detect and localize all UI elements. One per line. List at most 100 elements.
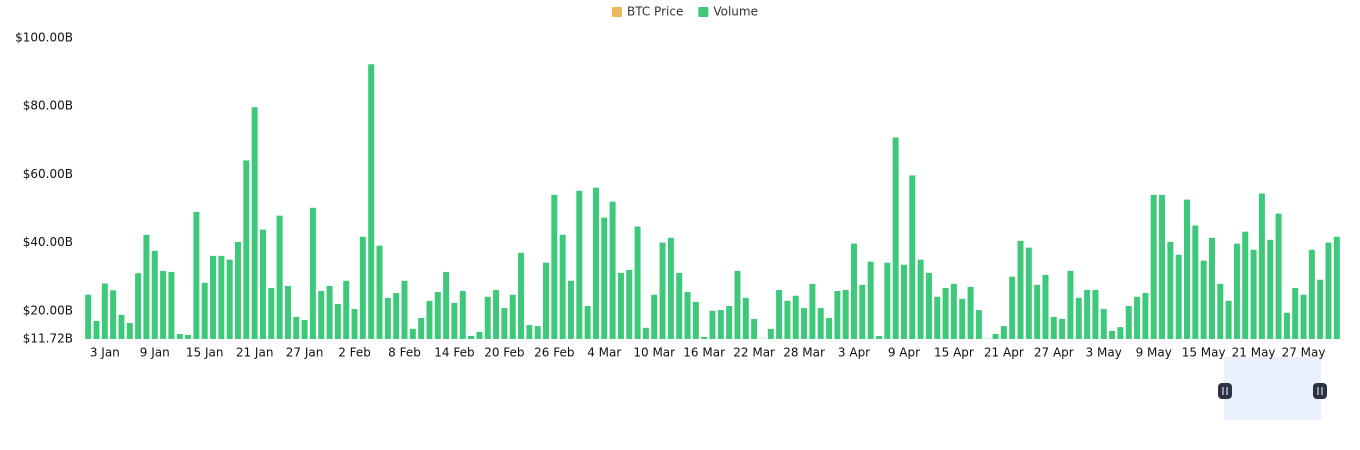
bar: [767, 328, 774, 339]
x-tick-label: 3 May: [1086, 346, 1122, 360]
bar: [801, 308, 808, 339]
bar: [917, 259, 924, 339]
x-tick-label: 3 Jan: [90, 346, 120, 360]
bar: [135, 273, 142, 339]
bar: [1200, 260, 1207, 339]
x-tick-label: 4 Mar: [587, 346, 621, 360]
legend-swatch[interactable]: [612, 7, 622, 17]
bar: [318, 290, 325, 339]
bar: [218, 255, 225, 339]
bar: [376, 245, 383, 339]
bar: [501, 308, 508, 339]
bar: [601, 217, 608, 339]
x-tick-label: 20 Feb: [484, 346, 524, 360]
bar: [792, 295, 799, 339]
x-tick-label: 15 Jan: [186, 346, 224, 360]
bar: [509, 294, 516, 339]
bar: [1075, 297, 1082, 339]
bar: [1109, 330, 1116, 339]
bar: [1233, 243, 1240, 339]
bar: [168, 271, 175, 339]
bar: [526, 325, 533, 339]
bar: [875, 335, 882, 339]
bar: [160, 270, 167, 339]
legend-label[interactable]: BTC Price: [627, 5, 683, 19]
bar: [717, 310, 724, 339]
bar: [551, 194, 558, 339]
bar: [1117, 327, 1124, 339]
bar: [709, 310, 716, 339]
bar: [343, 280, 350, 339]
bar: [1250, 249, 1257, 339]
legend-swatch[interactable]: [698, 7, 709, 17]
bar: [118, 314, 125, 339]
bar: [1009, 276, 1016, 339]
bar: [368, 64, 375, 339]
x-tick-label: 21 Jan: [236, 346, 274, 360]
x-tick-label: 8 Feb: [388, 346, 421, 360]
bar: [93, 320, 100, 339]
bar: [1084, 289, 1091, 339]
bar: [784, 300, 791, 339]
bar: [975, 310, 982, 339]
bar: [1134, 296, 1141, 339]
bar: [684, 292, 691, 339]
bar: [493, 289, 500, 339]
bar: [543, 262, 550, 339]
bar: [276, 215, 283, 339]
bar: [1192, 225, 1199, 339]
bar: [409, 328, 416, 339]
range-handle-right[interactable]: [1313, 383, 1327, 399]
bar: [284, 285, 291, 339]
bar: [326, 285, 333, 339]
x-tick-label: 9 Apr: [888, 346, 920, 360]
bar: [401, 280, 408, 339]
bar: [826, 317, 833, 339]
bar: [1242, 231, 1249, 339]
bar: [967, 286, 974, 339]
bar: [143, 234, 150, 339]
bar: [992, 333, 999, 339]
bar: [651, 294, 658, 339]
bar: [1150, 194, 1157, 339]
x-tick-label: 3 Apr: [838, 346, 870, 360]
range-handle-left[interactable]: [1218, 383, 1232, 399]
bar: [293, 316, 300, 339]
bar: [884, 262, 891, 339]
bar: [434, 292, 441, 339]
bar: [1017, 240, 1024, 339]
bar: [925, 272, 932, 339]
bar: [567, 280, 574, 339]
bar: [101, 283, 108, 339]
x-tick-label: 9 May: [1136, 346, 1172, 360]
bar: [676, 272, 683, 339]
bar: [201, 282, 208, 339]
x-tick-label: 28 Mar: [783, 346, 825, 360]
x-tick-label: 21 May: [1232, 346, 1276, 360]
bar: [226, 259, 233, 339]
bar: [443, 271, 450, 339]
bar: [1258, 193, 1265, 339]
bar: [1300, 294, 1307, 339]
bar: [1317, 279, 1324, 339]
bar: [210, 255, 217, 339]
bar: [151, 250, 158, 339]
bar: [950, 283, 957, 339]
bar: [1183, 199, 1190, 339]
bar: [1159, 194, 1166, 339]
bar: [468, 335, 475, 339]
bar: [518, 252, 525, 339]
bar: [751, 318, 758, 339]
bar: [1333, 236, 1340, 339]
bar: [1308, 249, 1315, 339]
x-tick-label: 14 Feb: [434, 346, 474, 360]
range-selector[interactable]: [1224, 357, 1321, 420]
legend-label[interactable]: Volume: [713, 5, 758, 19]
bar: [634, 226, 641, 339]
bar: [1000, 326, 1007, 339]
bar: [268, 287, 275, 339]
bar: [309, 207, 316, 339]
y-tick-label: $40.00B: [23, 235, 73, 249]
bar: [359, 236, 366, 339]
